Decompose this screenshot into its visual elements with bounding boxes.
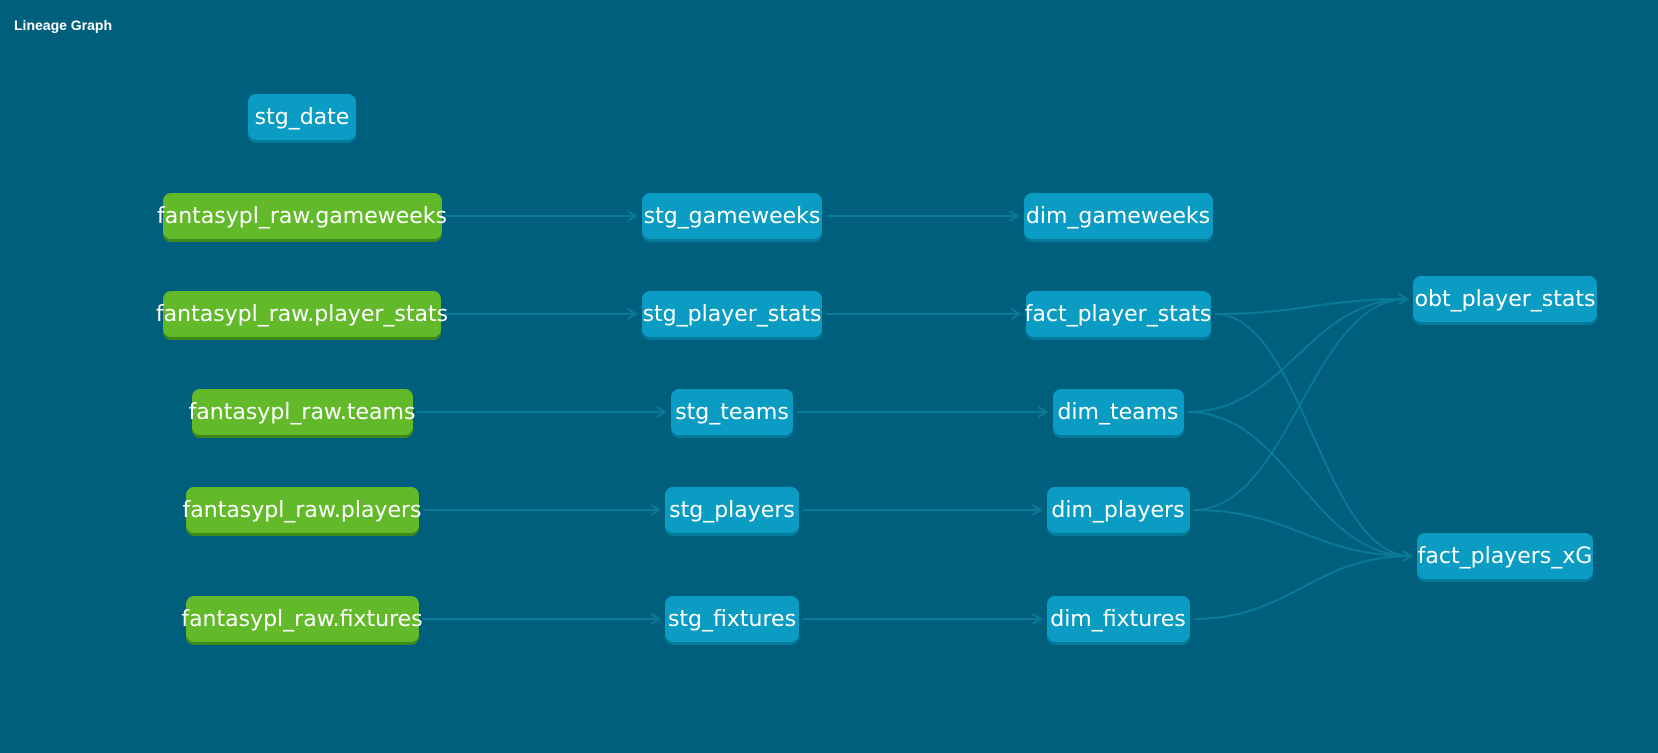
edge-dim-teams-to-obt-player-stats — [1187, 298, 1408, 413]
node-raw-fixtures[interactable]: fantasypl_raw.fixtures — [181, 596, 423, 642]
edge-fact-player-stats-to-fact-players-xG — [1214, 313, 1412, 557]
node-raw-teams[interactable]: fantasypl_raw.teams — [189, 389, 415, 435]
node-dim-gameweeks[interactable]: dim_gameweeks — [1023, 193, 1213, 239]
arrowhead-icon — [650, 613, 661, 625]
arrowhead-icon — [1010, 308, 1022, 320]
arrowhead-icon — [1008, 210, 1020, 222]
arrowhead-icon — [650, 504, 661, 516]
node-stg-fixtures[interactable]: stg_fixtures — [665, 596, 799, 642]
arrowhead-icon — [627, 308, 638, 320]
edge-dim-players-to-fact-players-xG — [1193, 509, 1412, 557]
edge-dim-teams-to-fact-players-xG — [1187, 411, 1412, 557]
arrowhead-icon — [1398, 293, 1409, 305]
node-stg-gameweeks[interactable]: stg_gameweeks — [642, 193, 822, 239]
node-stg-players[interactable]: stg_players — [665, 487, 799, 533]
arrowhead-icon — [656, 406, 667, 418]
node-raw-player-stats[interactable]: fantasypl_raw.player_stats — [156, 291, 448, 337]
node-fact-player-stats[interactable]: fact_player_stats — [1025, 291, 1211, 337]
node-dim-players[interactable]: dim_players — [1046, 487, 1190, 533]
edge-dim-players-to-obt-player-stats — [1193, 298, 1408, 511]
node-obt-player-stats[interactable]: obt_player_stats — [1413, 276, 1597, 322]
node-stg-teams[interactable]: stg_teams — [671, 389, 793, 435]
node-fact-players-xG[interactable]: fact_players_xG — [1417, 533, 1593, 579]
node-dim-fixtures[interactable]: dim_fixtures — [1046, 596, 1190, 642]
edge-dim-fixtures-to-fact-players-xG — [1193, 555, 1412, 620]
node-raw-gameweeks[interactable]: fantasypl_raw.gameweeks — [157, 193, 447, 239]
edge-fact-player-stats-to-obt-player-stats — [1214, 298, 1408, 315]
node-stg-player-stats[interactable]: stg_player_stats — [642, 291, 822, 337]
arrowhead-icon — [1402, 550, 1413, 562]
node-stg-date[interactable]: stg_date — [248, 94, 356, 140]
arrowhead-icon — [1031, 613, 1043, 625]
arrowhead-icon — [1037, 406, 1049, 418]
arrowhead-icon — [1031, 504, 1043, 516]
node-dim-teams[interactable]: dim_teams — [1052, 389, 1184, 435]
node-raw-players[interactable]: fantasypl_raw.players — [183, 487, 421, 533]
arrowhead-icon — [627, 210, 638, 222]
page-title: Lineage Graph — [14, 17, 113, 33]
